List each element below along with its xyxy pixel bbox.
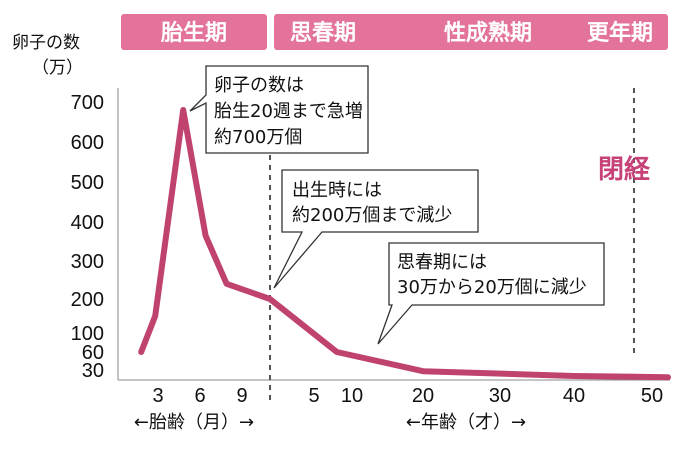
phase-band-postnatal (274, 14, 668, 50)
phase-label-puberty: 思春期 (290, 21, 356, 46)
y-axis-unit: （万） (32, 58, 83, 78)
y-tick-label: 500 (71, 172, 104, 194)
phase-band-fetal (121, 14, 267, 50)
y-tick-label: 600 (71, 132, 104, 154)
y-tick-label: 30 (82, 360, 104, 382)
phase-label-mature: 性成熟期 (444, 20, 532, 46)
phase-label-fetal: 胎生期 (161, 20, 227, 46)
y-axis-label: 卵子の数 (12, 33, 80, 53)
x-axis-label-fetal: ←胎齢（月）→ (134, 412, 254, 433)
annotation-puberty-line-1: 思春期には (397, 252, 487, 273)
y-tick-label: 200 (71, 289, 104, 311)
y-tick-label: 300 (71, 251, 104, 273)
x-tick-label-age: 30 (489, 385, 511, 407)
x-tick-label-fetal: 3 (152, 385, 163, 407)
x-tick-label-age: 20 (412, 385, 434, 407)
x-tick-label-age: 40 (563, 385, 585, 407)
annotation-peak-line-2: 胎生20週まで急増 (214, 101, 363, 122)
y-tick-label: 100 (71, 323, 104, 345)
annotation-peak-line-1: 卵子の数は (214, 75, 304, 96)
annotation-birth-line-1: 出生時には (292, 180, 382, 201)
x-tick-label-age: 10 (341, 385, 363, 407)
annotation-peak-box: 卵子の数は 胎生20週まで急増 約700万個 (189, 65, 369, 154)
menopause-label: 閉経 (598, 154, 651, 185)
x-tick-label-fetal: 9 (236, 385, 247, 407)
y-tick-label: 60 (82, 342, 104, 364)
y-tick-label: 400 (71, 212, 104, 234)
x-tick-label-age: 5 (308, 385, 319, 407)
annotation-peak-line-3: 約700万個 (214, 127, 302, 148)
x-axis-label-age: ←年齢（才）→ (406, 412, 526, 433)
annotation-puberty-box: 思春期には 30万から20万個に減少 (377, 242, 605, 345)
annotation-puberty-line-2: 30万から20万個に減少 (397, 277, 587, 298)
annotation-birth-box: 出生時には 約200万個まで減少 (273, 169, 479, 289)
x-tick-label-age: 50 (641, 385, 663, 407)
phase-label-menopause-period: 更年期 (587, 20, 653, 46)
annotation-birth-line-2: 約200万個まで減少 (292, 205, 452, 226)
oocyte-count-line (138, 107, 671, 381)
y-tick-label: 700 (71, 92, 104, 114)
x-tick-label-fetal: 6 (194, 385, 205, 407)
